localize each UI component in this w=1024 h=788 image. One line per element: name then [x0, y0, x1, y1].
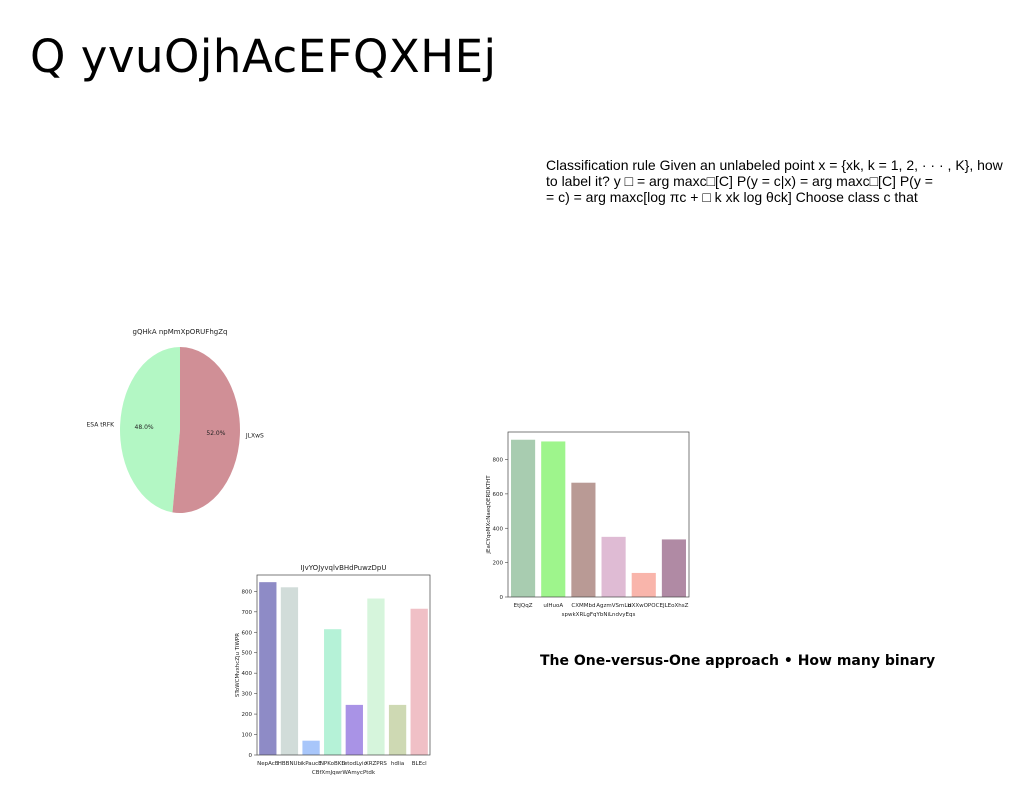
y-tick-label: 400: [242, 671, 253, 677]
plot-frame: [256, 574, 431, 756]
bar: [541, 441, 566, 597]
y-tick-label: 500: [242, 651, 253, 657]
pie-category-label: ESA tRFK: [86, 421, 115, 428]
bar: [571, 482, 596, 597]
x-tick-label: NPKoBKD: [320, 761, 346, 767]
y-axis-label: SToWCMvxhcZju TiWPR: [235, 633, 241, 697]
y-tick-label: 800: [493, 458, 504, 464]
bar: [601, 536, 626, 597]
x-tick-label: uIHuoA: [543, 603, 563, 609]
bold-statement: The One-versus-One approach • How many b…: [540, 653, 936, 669]
bar: [367, 598, 385, 755]
bar: [345, 704, 363, 755]
pie-slice: [120, 347, 180, 513]
pie-value-label: 52.0%: [206, 430, 225, 437]
y-tick-label: 200: [242, 712, 253, 718]
chart-title: IJvYOJyvqlvBHdPuwzDpU: [301, 564, 387, 572]
pie-chart: gQHkA npMmXpORUFhgZq 48.0% ESA tRFK 52.0% JL…: [86, 328, 264, 513]
bar: [302, 740, 320, 755]
y-tick-label: 300: [242, 692, 253, 698]
x-tick-label: EtJQqZ: [514, 603, 533, 609]
x-tick-label: NepAcB: [257, 761, 279, 767]
pie-value-label: 48.0%: [135, 424, 154, 431]
y-tick-label: 0: [249, 753, 253, 759]
x-tick-label: BLEcl: [412, 761, 427, 767]
plot-frame: [507, 431, 690, 598]
bar: [259, 582, 277, 755]
x-axis-label: CBfXmJqwrWAmycPtdk: [312, 770, 376, 776]
chart-title: gQHkA npMmXpORUFhgZq: [133, 328, 228, 336]
bar: [410, 608, 428, 755]
x-tick-label: tetodLyio: [342, 761, 368, 767]
body-line: to label it? y □ = arg maxc□[C] P(y = c|…: [546, 173, 933, 189]
body-line: = c) = arg maxc[log πc + □ k xk log θck]…: [546, 189, 918, 205]
x-tick-label: HBBNUb: [278, 761, 302, 767]
x-tick-label: CXMMbd: [571, 603, 595, 609]
bar: [280, 587, 299, 755]
y-tick-label: 700: [242, 610, 253, 616]
bar: [661, 539, 686, 597]
y-tick-label: 200: [493, 561, 504, 567]
bar: [511, 439, 536, 597]
pie-category-label: JLXwS: [245, 433, 264, 440]
pie-slice: [172, 347, 240, 513]
y-tick-label: 600: [242, 630, 253, 636]
bar: [324, 629, 342, 755]
x-tick-label: dXXwOPOC: [628, 603, 660, 609]
y-tick-label: 100: [242, 733, 253, 739]
slide-title: Q yvuOjhAcEFQXHEj: [30, 30, 497, 83]
body-line: Classification rule Given an unlabeled p…: [546, 157, 1003, 173]
y-tick-label: 0: [500, 595, 504, 601]
x-tick-label: hdlia: [391, 761, 404, 767]
x-tick-label: EJLEoXhsZ: [659, 603, 688, 609]
y-tick-label: 800: [242, 589, 253, 595]
y-tick-label: 600: [493, 492, 504, 498]
x-axis-label: spwkXRLgFqYbNiLndvyEqs: [562, 612, 636, 618]
bar: [388, 704, 407, 755]
y-tick-label: 400: [493, 526, 504, 532]
bar: [631, 572, 656, 597]
y-axis-label: jEaCYqoMXcNaeqQERDKTHT: [486, 475, 492, 555]
x-tick-label: ikPaucE: [300, 761, 322, 767]
x-tick-label: XRZPRS: [365, 761, 387, 767]
body-text: Classification rule Given an unlabeled p…: [546, 157, 1024, 205]
bar-chart-left: IJvYOJyvqlvBHdPuwzDpU NepAcB HBBNUb ikPaucE…: [235, 564, 431, 776]
x-tick-label: AgzmVSmLb: [596, 603, 631, 609]
